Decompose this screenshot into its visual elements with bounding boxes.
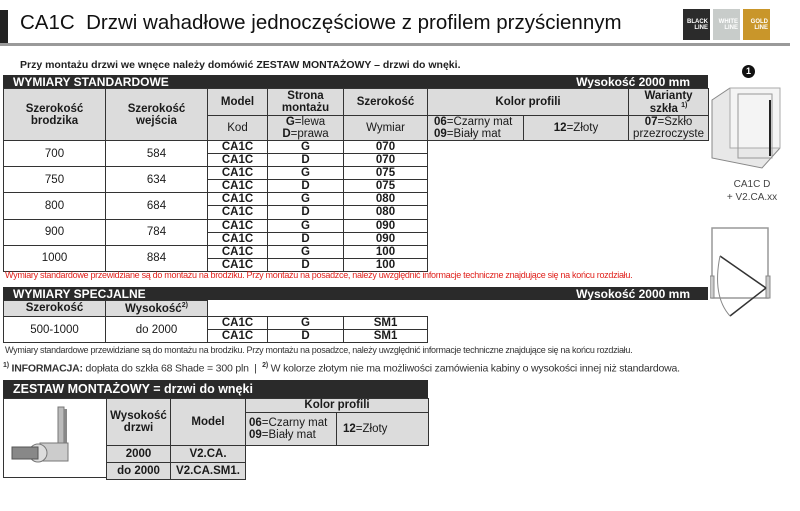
size-code: 090 bbox=[343, 231, 428, 246]
special-height: do 2000 bbox=[105, 315, 208, 344]
model-code: CA1C bbox=[207, 179, 268, 194]
side-code: D bbox=[267, 179, 344, 194]
model-code: CA1C bbox=[207, 244, 268, 259]
side-code: G bbox=[267, 192, 344, 207]
table-row: CA1C D 080 bbox=[4, 205, 709, 220]
size-code: 080 bbox=[343, 205, 428, 220]
size-code: 100 bbox=[343, 257, 428, 272]
side-code: G bbox=[267, 218, 344, 233]
side-code: D bbox=[267, 257, 344, 272]
model-code: CA1C bbox=[207, 153, 268, 168]
tray-width: 900 bbox=[3, 218, 106, 246]
figure-caption-2: + V2.CA.xx bbox=[726, 192, 778, 203]
size-code: 075 bbox=[343, 166, 428, 181]
tray-width: 750 bbox=[3, 166, 106, 194]
door-plan-drawing bbox=[710, 227, 771, 317]
tray-width: 800 bbox=[3, 192, 106, 220]
entry-width: 584 bbox=[105, 140, 208, 168]
size-code: 080 bbox=[343, 192, 428, 207]
kit-section-bar: ZESTAW MONTAŻOWY = drzwi do wnęki bbox=[3, 380, 428, 398]
special-table: Szerokość Wysokość2) 500-1000 do 2000 CA1C G… bbox=[3, 300, 429, 344]
side-code: G bbox=[267, 140, 344, 155]
model-code: CA1C bbox=[207, 192, 268, 207]
table-row: CA1C D 100 bbox=[4, 257, 709, 272]
table-row: 1000 884 CA1C G 100 bbox=[3, 244, 709, 272]
side-code: D bbox=[267, 205, 344, 220]
model-code: CA1C bbox=[207, 218, 268, 233]
model-code: CA1C bbox=[207, 257, 268, 272]
side-code: G bbox=[267, 166, 344, 181]
gold-line-badge: GOLD LINE bbox=[743, 9, 770, 40]
table-row: 800 684 CA1C G 080 bbox=[3, 192, 709, 220]
special-section-bar: WYMIARY SPECJALNE Wysokość 2000 mm bbox=[3, 287, 708, 301]
kit-table: Wysokość drzwi Model Kolor profili 06=Czar… bbox=[106, 398, 430, 480]
tray-width: 1000 bbox=[3, 244, 106, 272]
entry-width: 634 bbox=[105, 166, 208, 194]
tray-width: 700 bbox=[3, 140, 106, 168]
table-row: CA1C D 075 bbox=[4, 179, 709, 194]
model-code: CA1C bbox=[207, 140, 268, 155]
page-title: CA1C Drzwi wahadłowe jednoczęściowe z pr… bbox=[20, 11, 622, 34]
table-row: 700 584 CA1C G 070 bbox=[3, 140, 709, 168]
special-width: 500-1000 bbox=[3, 315, 106, 344]
size-code: 070 bbox=[343, 140, 428, 155]
mounting-note: Przy montażu drzwi we wnęce należy domów… bbox=[20, 59, 461, 71]
title-underline bbox=[0, 43, 790, 46]
kit-image bbox=[3, 398, 107, 478]
table-row: 900 784 CA1C G 090 bbox=[3, 218, 709, 246]
entry-width: 884 bbox=[105, 244, 208, 272]
model-code: CA1C bbox=[207, 231, 268, 246]
figure-caption-1: CA1C D bbox=[733, 179, 771, 190]
model-code: CA1C bbox=[207, 166, 268, 181]
standard-table: Szerokość brodzika Szerokość wejścia Model… bbox=[3, 87, 710, 272]
side-code: D bbox=[267, 231, 344, 246]
side-code: D bbox=[267, 153, 344, 168]
black-line-badge: BLACK LINE bbox=[683, 9, 710, 40]
standard-section-bar: WYMIARY STANDARDOWE Wysokość 2000 mm bbox=[3, 75, 708, 89]
size-code: 075 bbox=[343, 179, 428, 194]
figure-number: 1 bbox=[742, 65, 755, 78]
table-row: 750 634 CA1C G 075 bbox=[3, 166, 709, 194]
side-code: G bbox=[267, 244, 344, 259]
size-code: 090 bbox=[343, 218, 428, 233]
entry-width: 684 bbox=[105, 192, 208, 220]
model-code: CA1C bbox=[207, 205, 268, 220]
shower-door-drawing bbox=[711, 87, 781, 169]
info-line: 1) INFORMACJA: dopłata do szkła 68 Shade… bbox=[3, 362, 680, 375]
mounting-bracket-icon bbox=[11, 406, 69, 463]
white-line-badge: WHITE LINE bbox=[713, 9, 740, 40]
entry-width: 784 bbox=[105, 218, 208, 246]
table-row: CA1C D 090 bbox=[4, 231, 709, 246]
table-row: CA1C D 070 bbox=[4, 153, 709, 168]
size-code: 070 bbox=[343, 153, 428, 168]
standard-note: Wymiary standardowe przewidziane są do m… bbox=[5, 270, 633, 280]
size-code: 100 bbox=[343, 244, 428, 259]
title-accent bbox=[0, 10, 8, 46]
special-note: Wymiary standardowe przewidziane są do m… bbox=[5, 345, 633, 355]
